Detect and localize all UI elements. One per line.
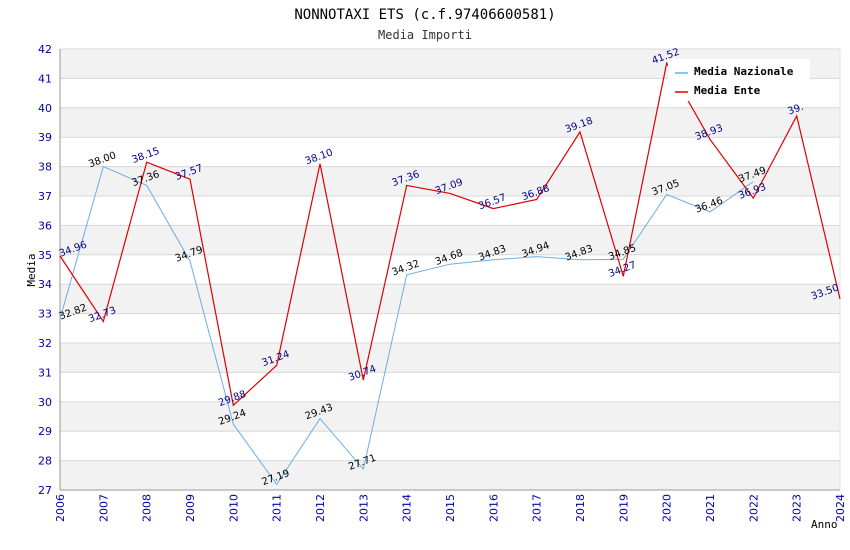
- y-tick-label: 42: [38, 43, 52, 56]
- x-axis-label: Anno: [811, 518, 838, 531]
- y-tick-label: 38: [38, 161, 52, 174]
- y-tick-label: 35: [38, 249, 52, 262]
- x-tick-label: 2023: [791, 494, 804, 522]
- data-label-ente: 38.10: [304, 147, 335, 167]
- x-tick-label: 2022: [747, 494, 760, 522]
- x-tick-label: 2009: [184, 494, 197, 522]
- y-tick-label: 27: [38, 484, 52, 497]
- y-tick-label: 31: [38, 366, 52, 379]
- y-tick-labels: 27 28 29 30 31 32 33 34 35 36 37 38 39 40 41 42: [38, 43, 52, 497]
- data-label-nazionale: 34.32: [390, 258, 421, 278]
- axes: [59, 49, 841, 491]
- y-tick-label: 41: [38, 72, 52, 85]
- grid-band: [60, 225, 840, 255]
- x-tick-label: 2013: [357, 494, 370, 522]
- grid-band: [60, 343, 840, 373]
- chart-subtitle: Media Importi: [378, 28, 472, 42]
- y-tick-label: 33: [38, 308, 52, 321]
- grid-band: [60, 107, 840, 138]
- y-axis-label: Media: [25, 253, 38, 286]
- y-tick-label: 36: [38, 219, 52, 232]
- x-tick-label: 2014: [401, 494, 414, 522]
- data-label-nazionale: 36.46: [694, 195, 725, 215]
- x-tick-label: 2015: [444, 494, 457, 522]
- legend-label-nazionale: Media Nazionale: [694, 65, 794, 78]
- y-tick-label: 34: [38, 278, 52, 291]
- series-line-ente: [59, 61, 841, 407]
- legend: Media Nazionale Media Ente: [668, 59, 810, 101]
- x-tick-label: 2017: [531, 494, 544, 522]
- grid-band: [60, 284, 840, 314]
- y-tick-label: 28: [38, 455, 52, 468]
- grid-band: [60, 401, 840, 432]
- y-tick-label: 32: [38, 337, 52, 350]
- grid-bands: [60, 48, 840, 491]
- y-tick-label: 37: [38, 190, 52, 203]
- y-tick-label: 39: [38, 131, 52, 144]
- chart-title: NONNOTAXI ETS (c.f.97406600581): [294, 7, 555, 23]
- series-lines: [59, 61, 841, 486]
- data-label-ente: 39.: [786, 102, 805, 118]
- y-tick-label: 40: [38, 102, 52, 115]
- x-tick-label: 2024: [834, 494, 847, 522]
- y-tick-label: 29: [38, 425, 52, 438]
- grid-band: [60, 460, 840, 490]
- x-tick-label: 2008: [141, 494, 154, 522]
- x-tick-label: 2018: [574, 494, 587, 522]
- series-line-nazionale: [59, 165, 754, 486]
- x-tick-label: 2020: [661, 494, 674, 522]
- x-tick-label: 2021: [704, 494, 717, 522]
- y-tick-label: 30: [38, 396, 52, 409]
- x-tick-labels: 2006 2007 2008 2009 2010 2011 2012 2013 2014 2015…: [54, 494, 847, 522]
- x-tick-label: 2019: [617, 494, 630, 522]
- legend-box: [668, 59, 810, 101]
- data-label-ente: 34.27: [607, 260, 638, 280]
- x-tick-label: 2006: [54, 494, 67, 522]
- x-tick-label: 2016: [487, 494, 500, 522]
- x-tick-label: 2012: [314, 494, 327, 522]
- x-tick-label: 2007: [97, 494, 110, 522]
- x-tick-label: 2011: [271, 494, 284, 522]
- legend-label-ente: Media Ente: [694, 84, 761, 97]
- x-tick-label: 2010: [227, 494, 240, 522]
- data-label-ente: 38.15: [130, 146, 161, 166]
